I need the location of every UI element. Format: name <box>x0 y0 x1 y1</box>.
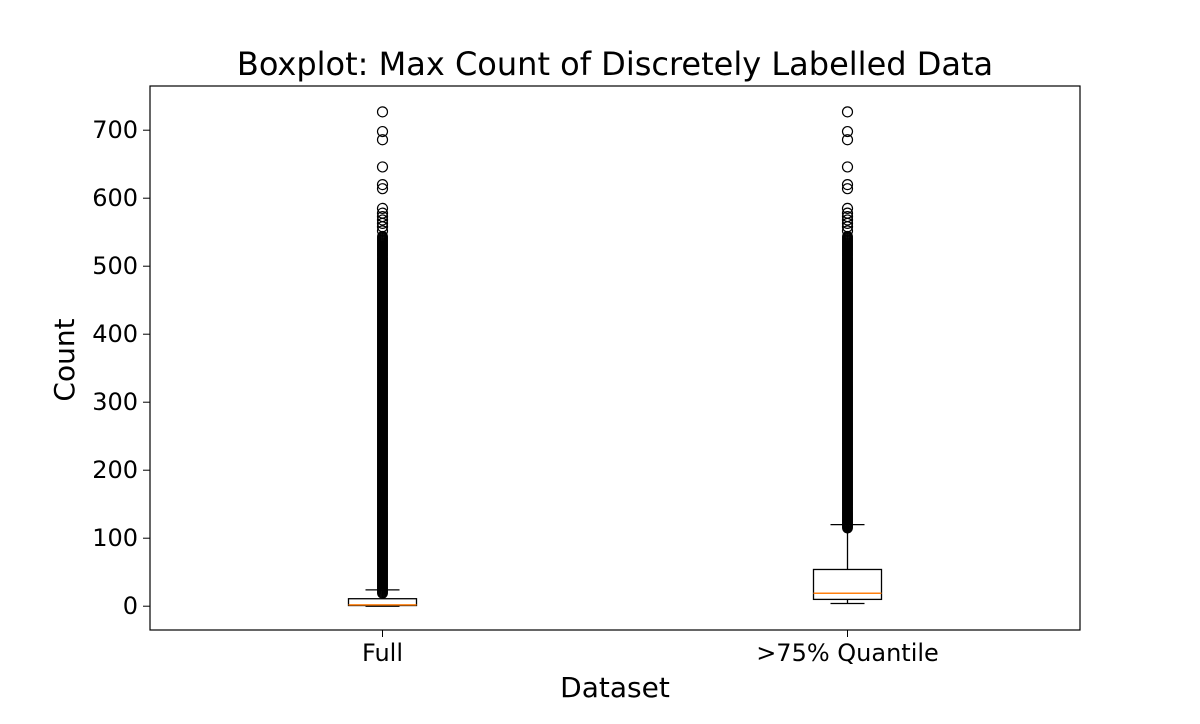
plot-frame <box>149 85 1081 631</box>
box <box>812 568 883 601</box>
box-group: >75% Quantile <box>756 106 939 667</box>
outlier-point <box>376 225 389 237</box>
outlier-point <box>841 179 854 191</box>
outlier-point <box>376 207 389 219</box>
outlier-point <box>376 210 389 223</box>
y-tick-label: 500 <box>92 252 138 280</box>
outlier-point <box>841 183 854 195</box>
outlier-point <box>376 134 389 146</box>
outlier-point <box>841 134 854 146</box>
dense-outliers <box>842 230 853 534</box>
y-tick-label: 600 <box>92 184 138 212</box>
outlier-point <box>841 106 854 118</box>
y-tick-label: 200 <box>92 456 138 484</box>
y-tick-label: 700 <box>92 116 138 144</box>
chart-title: Boxplot: Max Count of Discretely Labelle… <box>237 45 993 83</box>
outlier-point <box>376 202 389 214</box>
outlier-point <box>841 214 854 226</box>
outlier-point <box>376 214 389 226</box>
outlier-point <box>376 125 389 138</box>
y-tick-label: 100 <box>92 524 138 552</box>
plot-area: 0 100 200 300 400 500 600 700 Full >75% Quantile <box>92 85 1081 667</box>
x-tick-label: >75% Quantile <box>756 639 939 667</box>
outlier-point <box>841 210 854 223</box>
y-axis-label: Count <box>48 318 81 401</box>
outlier-point <box>841 225 854 237</box>
box-group: Full <box>347 106 418 667</box>
y-tick-label: 0 <box>123 592 138 620</box>
outlier-point <box>841 125 854 138</box>
x-axis-label: Dataset <box>560 671 670 704</box>
outlier-point <box>376 161 389 173</box>
y-tick-label: 300 <box>92 388 138 416</box>
outlier-point <box>841 207 854 219</box>
outlier-point <box>841 202 854 214</box>
x-tick-label: Full <box>362 639 403 667</box>
outlier-point <box>376 179 389 191</box>
y-tick-label: 400 <box>92 320 138 348</box>
outlier-point <box>376 183 389 195</box>
outlier-point <box>376 106 389 118</box>
dense-outliers <box>377 230 388 599</box>
outlier-point <box>841 161 854 173</box>
